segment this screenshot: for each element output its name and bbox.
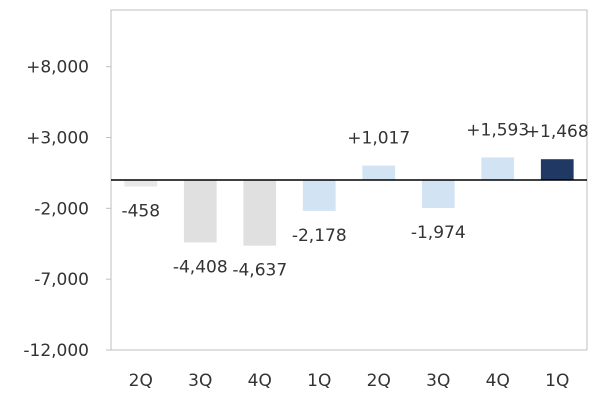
data-label: +1,593 [466, 120, 529, 140]
bar [124, 180, 158, 187]
x-tick-label: 2Q [129, 371, 153, 391]
x-tick-label: 3Q [188, 371, 212, 391]
y-tick-label: -12,000 [23, 341, 89, 361]
x-tick-label: 1Q [307, 371, 331, 391]
x-tick-label: 3Q [426, 371, 450, 391]
data-label: -1,974 [411, 223, 466, 243]
bar [481, 157, 515, 180]
data-label: -2,178 [292, 226, 347, 246]
x-tick-label: 4Q [248, 371, 272, 391]
data-label: -4,637 [232, 261, 287, 281]
bar [243, 180, 277, 246]
data-label: -458 [121, 201, 160, 221]
bar [362, 165, 396, 180]
bar [421, 180, 455, 208]
x-tick-label: 1Q [545, 371, 569, 391]
data-label: +1,017 [347, 129, 410, 149]
x-tick-label: 2Q [367, 371, 391, 391]
y-tick-label: +3,000 [26, 129, 89, 149]
x-tick-label: 4Q [486, 371, 510, 391]
bar [540, 159, 574, 180]
data-label: -4,408 [173, 257, 228, 277]
y-tick-label: -7,000 [34, 270, 89, 290]
y-tick-label: +8,000 [26, 58, 89, 78]
bar [183, 180, 217, 243]
bar [302, 180, 336, 211]
y-tick-label: -2,000 [34, 199, 89, 219]
data-label: +1,468 [526, 122, 589, 142]
